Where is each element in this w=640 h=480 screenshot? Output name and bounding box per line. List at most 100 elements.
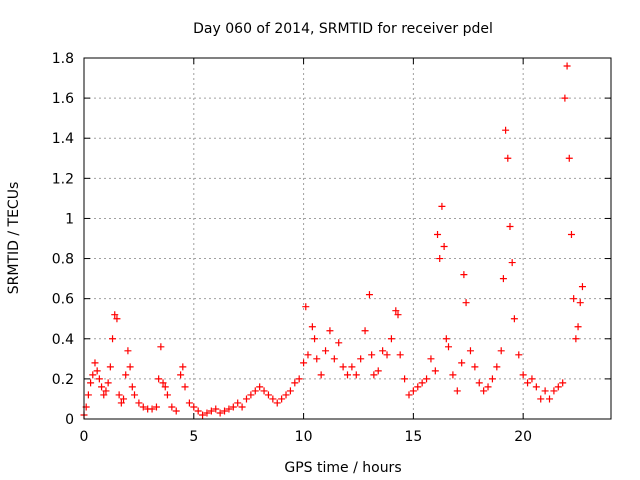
data-point: [475, 379, 483, 387]
data-point: [124, 347, 132, 355]
x-tick-label: 0: [80, 429, 89, 445]
data-point: [508, 259, 516, 267]
data-point: [111, 311, 119, 319]
y-tick-label: 0.6: [52, 292, 74, 308]
data-point: [131, 391, 139, 399]
data-point: [434, 230, 442, 238]
data-point: [93, 367, 101, 375]
data-point: [471, 363, 479, 371]
data-point: [570, 295, 578, 303]
data-point: [458, 359, 466, 367]
data-point: [181, 383, 189, 391]
data-point: [304, 351, 312, 359]
data-point: [122, 371, 130, 379]
data-point: [216, 409, 224, 417]
data-point: [352, 371, 360, 379]
data-point: [361, 327, 369, 335]
data-point: [172, 407, 180, 415]
data-point: [484, 383, 492, 391]
data-point: [506, 222, 514, 230]
data-point: [488, 375, 496, 383]
data-point: [462, 299, 470, 307]
data-point: [98, 383, 106, 391]
data-point: [504, 154, 512, 162]
data-point: [401, 375, 409, 383]
y-tick-label: 0.4: [52, 332, 74, 348]
data-point: [212, 405, 220, 413]
data-point: [302, 303, 310, 311]
data-point: [152, 403, 160, 411]
data-point: [163, 391, 171, 399]
data-point: [115, 391, 123, 399]
data-point: [269, 395, 277, 403]
data-point: [157, 343, 165, 351]
data-point: [344, 371, 351, 379]
data-point: [264, 391, 272, 399]
y-tick-label: 1: [65, 211, 74, 227]
data-point: [497, 347, 505, 355]
plot-frame: [83, 57, 612, 420]
data-point: [278, 395, 286, 403]
y-tick-label: 1.4: [52, 131, 74, 147]
data-point: [499, 275, 507, 283]
data-point: [286, 387, 294, 395]
data-point: [466, 347, 474, 355]
data-point: [383, 351, 391, 359]
data-point: [120, 395, 128, 403]
x-tick-label: 5: [189, 429, 198, 445]
x-tick-label: 15: [404, 429, 422, 445]
data-point: [194, 407, 202, 415]
data-point: [177, 371, 185, 379]
data-point: [563, 62, 571, 70]
data-point: [578, 283, 586, 291]
data-point: [282, 391, 290, 399]
data-point: [423, 375, 431, 383]
data-point: [207, 407, 215, 415]
data-point: [113, 315, 121, 323]
data-point: [537, 395, 545, 403]
data-point: [135, 399, 143, 407]
data-point: [168, 403, 176, 411]
data-point: [91, 359, 99, 367]
data-point: [394, 311, 402, 319]
data-point: [431, 367, 439, 375]
data-point: [576, 299, 584, 307]
data-point: [387, 335, 395, 343]
data-point: [155, 375, 163, 383]
data-point: [445, 343, 453, 351]
data-point: [532, 383, 540, 391]
data-point: [449, 371, 457, 379]
data-point: [225, 405, 233, 413]
data-point: [414, 383, 422, 391]
data-point: [374, 367, 382, 375]
data-point: [438, 202, 446, 210]
data-point: [203, 409, 211, 417]
data-point: [510, 315, 518, 323]
data-point: [117, 399, 125, 407]
data-point: [313, 355, 321, 363]
data-point: [273, 399, 281, 407]
data-point: [229, 403, 237, 411]
data-point: [242, 395, 250, 403]
data-point: [95, 375, 103, 383]
data-point: [493, 363, 501, 371]
data-point: [317, 371, 325, 379]
y-tick-label: 1.6: [52, 91, 74, 107]
data-point: [368, 351, 376, 359]
data-point: [440, 243, 448, 251]
data-point: [300, 359, 308, 367]
data-point: [574, 323, 582, 331]
data-point: [109, 335, 117, 343]
data-point: [100, 391, 108, 399]
data-point: [291, 379, 299, 387]
data-point: [405, 391, 413, 399]
data-point: [502, 126, 510, 134]
data-point: [256, 383, 264, 391]
data-point: [87, 379, 95, 387]
data-point: [251, 387, 259, 395]
data-point: [106, 363, 114, 371]
data-point: [519, 371, 527, 379]
data-point: [567, 230, 575, 238]
data-point: [559, 379, 567, 387]
data-point: [409, 387, 417, 395]
